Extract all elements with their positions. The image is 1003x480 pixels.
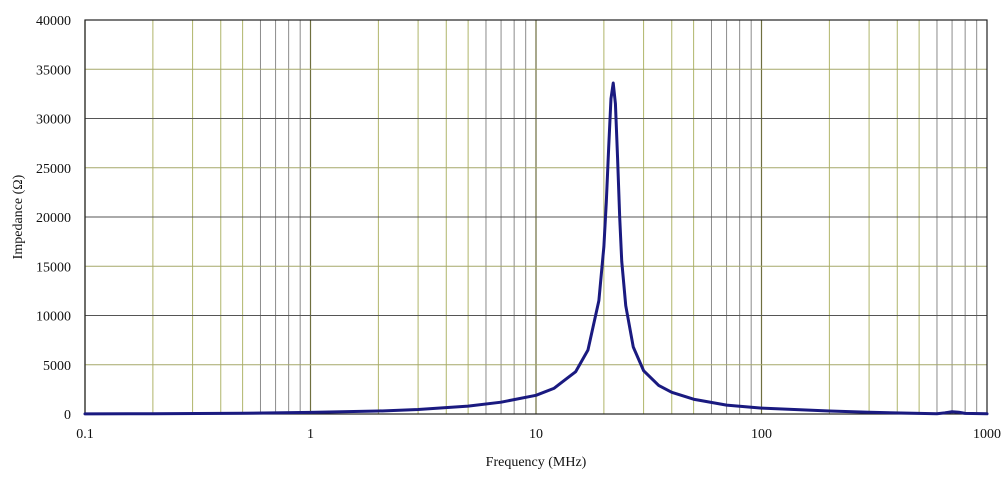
y-tick-label: 35000 [36, 63, 71, 78]
y-tick-label: 20000 [36, 211, 71, 226]
y-tick-label: 0 [64, 408, 71, 423]
x-tick-label: 10 [529, 427, 543, 442]
x-tick-label: 0.1 [76, 427, 94, 442]
series-layer [83, 81, 989, 416]
tick-label-layer: 0 5000 10000 15000 20000 25000 30000 35000 40000… [36, 14, 1001, 442]
plot-frame [84, 19, 988, 415]
y-tick-label: 40000 [36, 14, 71, 29]
y-tick-label: 15000 [36, 260, 71, 275]
x-tick-label: 100 [751, 427, 772, 442]
y-tick-label: 10000 [36, 310, 71, 325]
x-tick-label: 1 [307, 427, 314, 442]
y-tick-label: 5000 [43, 359, 71, 374]
y-tick-label: 30000 [36, 113, 71, 128]
grid-layer [84, 20, 987, 414]
plot-frame-layer [84, 19, 988, 415]
impedance-series-line [83, 81, 989, 416]
y-axis-title: Impedance (Ω) [11, 174, 26, 259]
x-tick-label: 1000 [973, 427, 1001, 442]
y-tick-label: 25000 [36, 162, 71, 177]
x-axis-title: Frequency (MHz) [486, 455, 587, 470]
